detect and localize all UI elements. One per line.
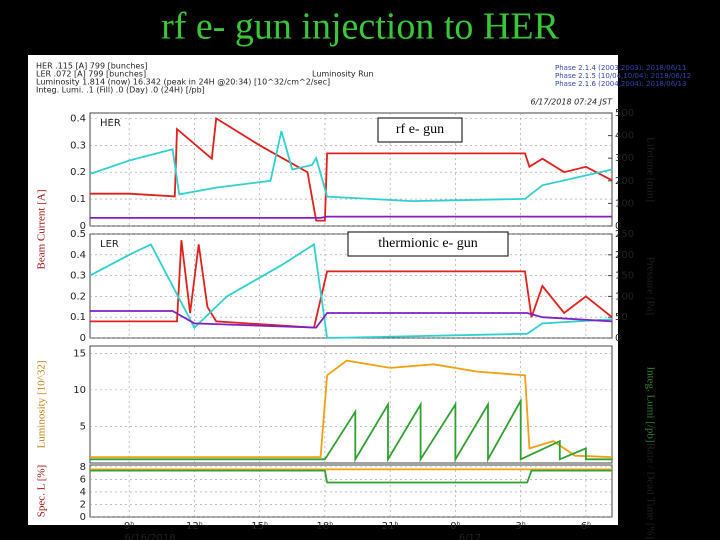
timestamp: 6/17/2018 07:24 JST	[531, 98, 614, 107]
y2-axis-label: Pressure [Pa]	[644, 257, 656, 315]
y2-tick-label: 50	[615, 312, 628, 323]
panel-label: HER	[100, 118, 121, 129]
header-row: HER .115 [A] 799 [bunches]	[36, 62, 148, 71]
y2-tick-label: 0	[615, 221, 621, 232]
panel-frame	[89, 345, 613, 464]
y-tick-label: 2	[80, 499, 86, 510]
y2-axis-label: Rate / Dead Time [%]	[644, 443, 656, 540]
y2-axis-label: Lifetime [min]	[644, 137, 656, 202]
y-tick-label: 0.2	[70, 291, 86, 302]
x-tick-label: 21ʰ	[382, 521, 399, 532]
phase-row: Phase 2.1.6 (2004,2004): 2018/06/13	[555, 80, 686, 88]
slide-title: rf e- gun injection to HER	[161, 6, 560, 48]
series-line	[90, 215, 612, 219]
x-tick-label: 6ʰ	[581, 521, 591, 532]
series-line	[89, 242, 613, 339]
date-label: 6/16/2018	[124, 533, 175, 540]
x-tick-label: 18ʰ	[317, 521, 334, 532]
series-line	[90, 469, 612, 484]
y-tick-label: 8	[80, 462, 86, 473]
y2-tick-label: 250	[615, 229, 634, 240]
y2-tick-label: 0	[615, 333, 621, 344]
series-line	[90, 310, 613, 329]
y-axis-label: Beam Current [A]	[36, 189, 48, 269]
y2-tick-label: 400	[615, 131, 634, 142]
y-axis-label: Spec. L [%]	[36, 465, 48, 517]
y2-tick-label: 100	[615, 291, 634, 302]
x-tick-label: 9ʰ	[124, 521, 134, 532]
y2-tick-label: 200	[615, 250, 634, 261]
annotation-box	[377, 117, 463, 143]
run-label: Luminosity Run	[312, 70, 374, 79]
y2-tick-label: 150	[615, 271, 634, 282]
y-tick-label: 0	[80, 221, 86, 232]
y-axis-label: Luminosity [10^32]	[36, 361, 48, 449]
y-tick-label: 10	[73, 385, 86, 396]
header-row: LER .072 [A] 799 [bunches]	[36, 70, 146, 79]
y2-tick-label: 200	[615, 176, 634, 187]
x-tick-label: 3ʰ	[515, 521, 525, 532]
annotation-box	[347, 231, 509, 257]
series-line	[90, 397, 612, 463]
y-tick-label: 6	[80, 474, 86, 485]
annotation: rf e- gun	[396, 122, 444, 137]
x-tick-label: 12ʰ	[186, 521, 203, 532]
phase-row: Phase 2.1.5 (10/04,10/04): 2018/06/12	[555, 72, 691, 80]
y-tick-label: 0.5	[70, 229, 86, 240]
y2-tick-label: 100	[615, 198, 634, 209]
y-tick-label: 0.4	[70, 250, 86, 261]
header-row: Luminosity 1.814 (now) 16.342 (peak in 2…	[36, 78, 330, 87]
y2-axis-label: Integ. Lumi [/pb]	[644, 366, 656, 442]
y-tick-label: 0	[80, 512, 86, 523]
panel-label: LER	[100, 239, 119, 250]
y-tick-label: 4	[80, 487, 86, 498]
y-tick-label: 5	[80, 421, 86, 432]
x-tick-label: 15ʰ	[251, 521, 268, 532]
y2-tick-label: 500	[615, 108, 634, 119]
series-line	[90, 116, 613, 222]
y-tick-label: 0.1	[70, 312, 86, 323]
y-tick-label: 0.3	[70, 140, 86, 151]
y-tick-label: 15	[73, 348, 86, 359]
header-row: Integ. Lumi. .1 (Fill) .0 (Day) .0 (24H)…	[36, 86, 205, 95]
y-tick-label: 0.4	[70, 113, 86, 124]
annotation: thermionic e- gun	[378, 236, 478, 251]
y-tick-label: 0.1	[70, 194, 86, 205]
series-line	[90, 359, 613, 458]
y-tick-label: 0	[80, 333, 86, 344]
x-tick-label: 0ʰ	[450, 521, 460, 532]
date-label: 6/17	[459, 533, 481, 540]
y-tick-label: 0.3	[70, 271, 86, 282]
series-line	[89, 130, 613, 203]
phase-row: Phase 2.1.4 (2003,2003): 2018/06/11	[555, 64, 686, 72]
y-tick-label: 0.2	[70, 167, 86, 178]
y2-tick-label: 300	[615, 153, 634, 164]
